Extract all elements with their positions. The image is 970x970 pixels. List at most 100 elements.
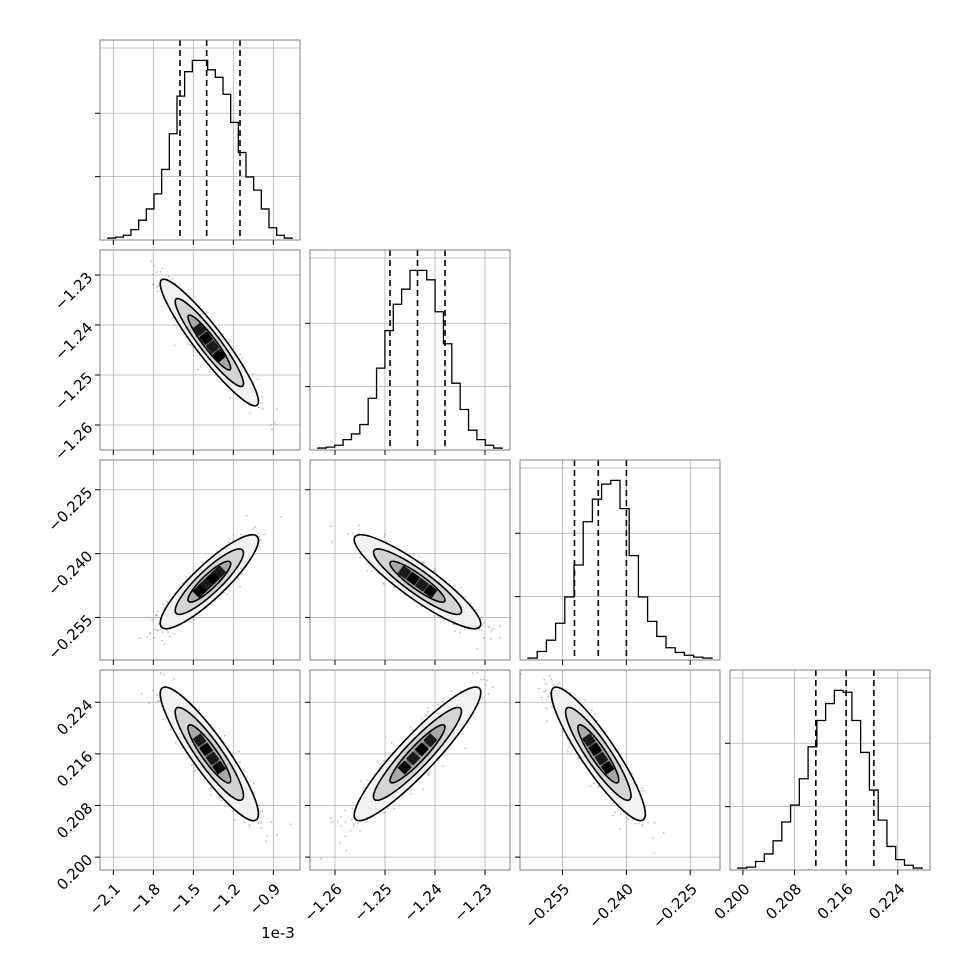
sample-point	[387, 807, 389, 810]
sample-point	[357, 822, 360, 825]
sample-point	[481, 624, 484, 627]
sample-point	[173, 344, 176, 347]
sample-point	[370, 570, 373, 573]
sample-point	[433, 569, 436, 572]
sample-point	[485, 679, 488, 682]
sample-point	[350, 818, 353, 821]
sample-point	[409, 792, 412, 795]
sample-point	[552, 683, 555, 686]
sample-point	[437, 703, 440, 706]
sample-point	[641, 825, 644, 828]
panel-frame	[99, 249, 301, 451]
x-tick-label: −0.9	[246, 880, 284, 918]
sample-point	[136, 663, 138, 665]
y-tick-label: −0.255	[44, 611, 96, 663]
sample-point	[651, 837, 654, 840]
sample-point	[422, 561, 424, 563]
sample-point	[352, 532, 354, 534]
sample-point	[366, 779, 369, 781]
sample-point	[423, 562, 425, 565]
sample-point	[210, 793, 213, 796]
sample-point	[162, 603, 165, 605]
density-peak-cell	[406, 571, 421, 586]
sample-point	[320, 857, 322, 860]
density-peak-cell	[423, 733, 438, 748]
sample-point	[162, 643, 165, 646]
sample-point	[491, 686, 494, 688]
y-tick-label: 0.224	[53, 696, 96, 739]
sample-point	[634, 822, 637, 825]
sample-point	[229, 590, 232, 592]
sample-point	[359, 830, 361, 833]
sample-point	[181, 582, 184, 584]
sample-point	[331, 821, 333, 823]
sample-point	[641, 823, 643, 826]
density-peak-cell	[212, 760, 227, 775]
sample-point	[483, 622, 485, 624]
sample-point	[173, 632, 175, 635]
sample-point	[442, 701, 444, 703]
sample-point	[190, 344, 192, 346]
sample-point	[172, 316, 174, 319]
sample-point	[248, 825, 251, 828]
sample-point	[591, 709, 593, 712]
sample-point	[228, 340, 231, 342]
sample-point	[482, 636, 485, 639]
sample-point	[365, 562, 368, 565]
x-tick-label: 0.224	[865, 880, 908, 923]
sample-point	[393, 807, 395, 810]
sample-point	[258, 545, 261, 547]
sample-point	[492, 628, 494, 630]
sample-point	[260, 402, 263, 404]
sample-point	[384, 811, 386, 814]
sample-point	[340, 816, 342, 818]
sample-point	[270, 821, 273, 824]
sample-point	[329, 817, 332, 820]
density-peak-cell	[581, 733, 596, 748]
sample-point	[358, 524, 361, 527]
sample-point	[450, 690, 453, 693]
sample-point	[175, 741, 177, 744]
density-peak-cell	[192, 584, 207, 599]
sample-point	[409, 726, 412, 729]
sample-point	[499, 625, 502, 628]
sample-point	[489, 638, 492, 640]
sample-point	[227, 541, 230, 544]
panel-frame	[99, 39, 301, 241]
sample-point	[559, 681, 561, 684]
sample-point	[593, 782, 595, 785]
y-tick-label: 0.208	[53, 799, 96, 842]
x-axis-offset-label: 1e-3	[261, 924, 295, 942]
panel-body	[150, 260, 278, 431]
x-tick-label: −0.255	[521, 880, 573, 932]
density-peak-cell	[397, 760, 412, 775]
sample-point	[171, 278, 174, 281]
sample-point	[254, 526, 256, 528]
sample-point	[241, 357, 243, 360]
sample-point	[569, 691, 572, 694]
sample-point	[266, 835, 269, 838]
sample-point	[442, 697, 445, 700]
sample-point	[259, 539, 262, 541]
sample-point	[162, 718, 165, 720]
sample-point	[464, 595, 466, 598]
sample-point	[567, 750, 569, 753]
sample-point	[185, 575, 188, 578]
density-peak-cell	[588, 742, 603, 757]
sample-point	[152, 273, 154, 276]
panel-body	[527, 460, 713, 660]
sample-point	[251, 372, 254, 375]
sample-point	[647, 821, 649, 824]
density-peak-cell	[212, 348, 227, 363]
panel-body	[737, 670, 923, 870]
sample-point	[452, 623, 455, 626]
sample-point	[151, 689, 154, 691]
sample-point	[619, 827, 622, 830]
panel-body	[136, 514, 282, 665]
sample-point	[436, 616, 439, 618]
x-tick-label: −1.8	[126, 880, 164, 918]
sample-point	[139, 666, 141, 668]
sample-point	[261, 821, 263, 824]
sample-point	[187, 343, 190, 345]
sample-point	[550, 678, 553, 680]
